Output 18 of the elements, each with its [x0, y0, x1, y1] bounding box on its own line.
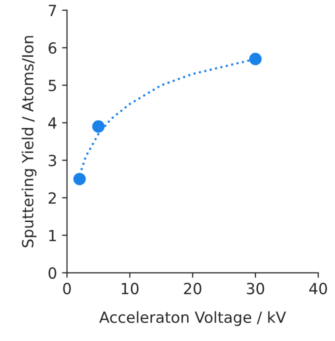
x-tick-label: 10: [122, 282, 139, 294]
y-tick-label: 1: [49, 230, 56, 242]
x-tick-label: 20: [184, 282, 202, 294]
x-tick-label: 30: [246, 282, 264, 294]
point: [73, 172, 86, 186]
y-tick-label: 0: [48, 267, 56, 279]
x-tick-label: 40: [309, 282, 327, 294]
y-tick-label: 2: [48, 192, 56, 204]
y-tick-label: 4: [48, 117, 56, 129]
x-axis-title: Acceleraton Voltage / kV: [99, 311, 286, 326]
y-tick-label: 5: [48, 80, 56, 92]
y-axis-title: Sputtering Yield / Atoms/Ion: [22, 36, 36, 248]
point: [92, 120, 105, 133]
point: [249, 52, 262, 66]
y-tick-label: 7: [48, 4, 56, 16]
y-tick-label: 6: [48, 42, 56, 54]
x-tick-label: 0: [63, 282, 71, 294]
y-tick-label: 3: [48, 154, 56, 166]
